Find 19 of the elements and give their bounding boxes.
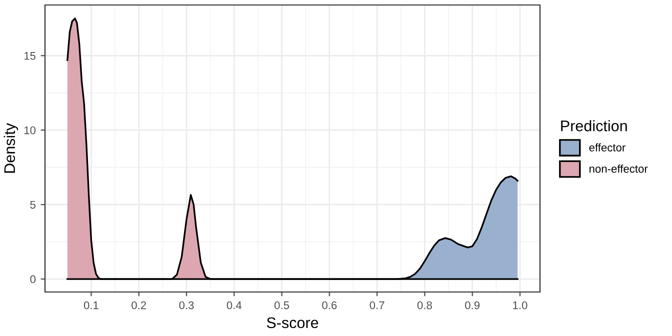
x-tick-label: 0.5 — [274, 301, 290, 310]
y-tick-label: 0 — [30, 275, 36, 284]
legend-label: effector — [589, 143, 626, 152]
legend-label: non-effector — [590, 164, 648, 173]
x-axis-title: S-score — [266, 317, 318, 328]
x-tick-label: 0.6 — [322, 301, 337, 310]
x-tick-label: 1.0 — [513, 301, 528, 310]
x-tick-label: 0.3 — [179, 301, 194, 310]
x-tick-label: 0.1 — [84, 301, 98, 310]
x-tick-label: 0.9 — [465, 301, 480, 310]
x-tick-label: 0.2 — [132, 301, 146, 310]
x-tick-label: 0.4 — [226, 301, 242, 310]
x-tick-label: 0.7 — [370, 301, 384, 310]
legend-title: Prediction — [561, 120, 627, 132]
y-tick-label: 15 — [24, 52, 36, 60]
y-tick-label: 10 — [24, 126, 36, 134]
y-axis-title: Density — [4, 123, 18, 173]
y-tick-label: 5 — [30, 200, 36, 209]
x-tick-label: 0.8 — [417, 301, 432, 310]
